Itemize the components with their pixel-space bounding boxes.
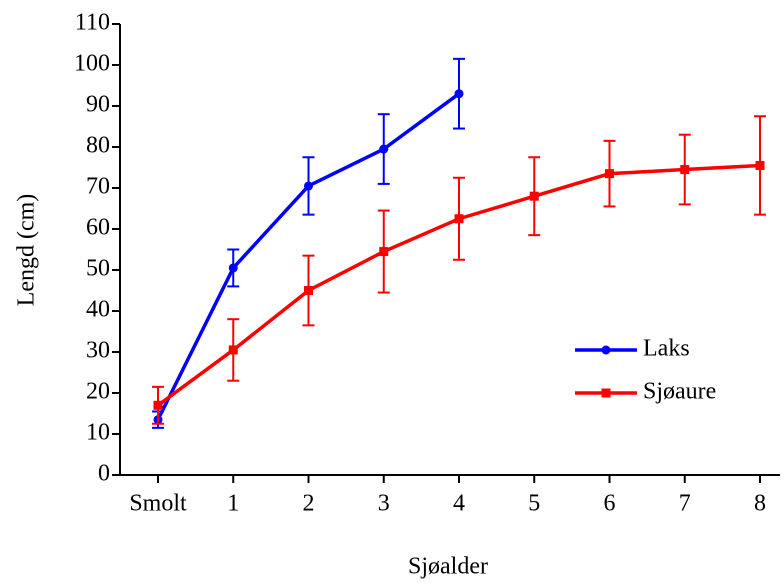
legend-label: Laks [643, 336, 690, 362]
x-tick-label: 4 [453, 491, 465, 517]
y-tick-label: 90 [86, 92, 110, 118]
y-tick-label: 70 [86, 174, 110, 200]
data-point [379, 247, 389, 257]
y-tick-label: 0 [98, 461, 110, 487]
data-point [454, 214, 464, 224]
y-tick-label: 80 [86, 133, 110, 159]
data-point [153, 400, 163, 410]
data-point [304, 181, 313, 191]
data-point [605, 169, 614, 179]
x-tick-label: 5 [528, 491, 540, 517]
data-point [755, 160, 765, 170]
data-point [529, 191, 539, 201]
x-tick-label: Smolt [129, 491, 187, 517]
data-point [379, 144, 389, 154]
data-point [228, 345, 238, 355]
y-tick-label: 50 [86, 256, 110, 282]
x-tick-label: 7 [679, 491, 691, 517]
x-axis-label: Sjøalder [408, 554, 488, 580]
y-tick-label: 10 [86, 420, 110, 446]
x-tick-label: 8 [754, 491, 766, 517]
data-point [454, 89, 464, 99]
y-tick-label: 30 [86, 338, 110, 364]
y-tick-label: 110 [75, 10, 110, 36]
y-tick-label: 100 [74, 51, 110, 77]
x-tick-label: 2 [303, 491, 315, 517]
data-point [228, 263, 238, 273]
x-tick-label: 3 [378, 491, 390, 517]
x-tick-label: 1 [227, 491, 239, 517]
y-tick-label: 60 [86, 215, 110, 241]
y-tick-label: 40 [86, 297, 110, 323]
legend-marker [601, 345, 611, 355]
y-tick-label: 20 [86, 379, 110, 405]
data-point [304, 286, 313, 295]
y-axis-label: Lengd (cm) [14, 194, 40, 307]
legend-marker [601, 388, 611, 398]
x-tick-label: 6 [604, 491, 616, 517]
data-point [680, 165, 690, 175]
legend-label: Sjøaure [643, 379, 716, 405]
